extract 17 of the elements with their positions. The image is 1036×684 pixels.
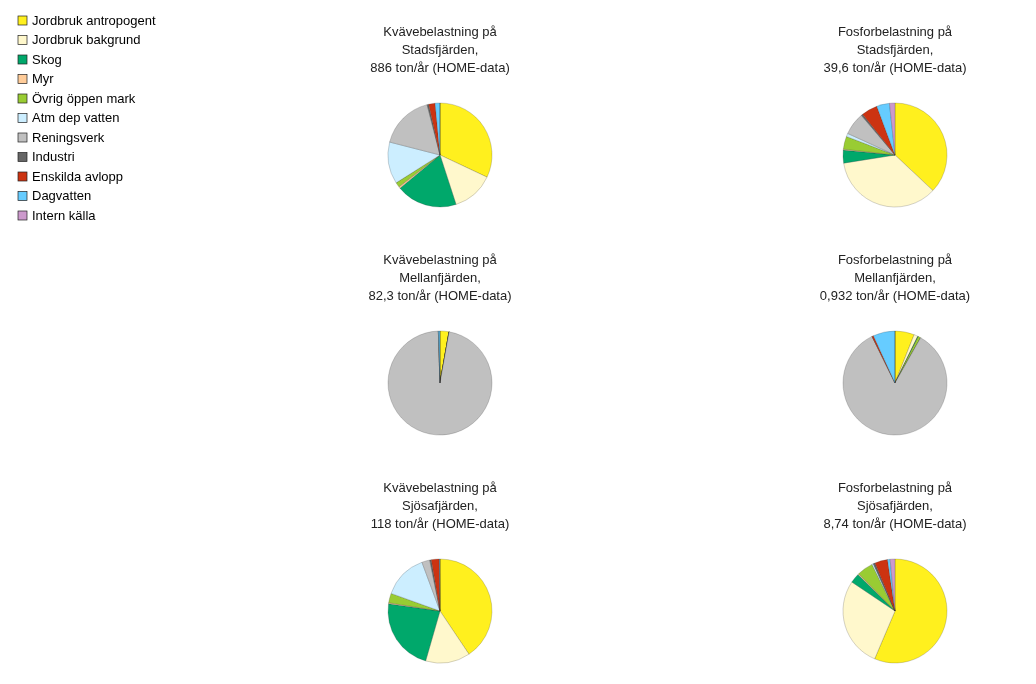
chart-title: Fosforbelastning på Stadsfjärden, 39,6 ton/år (HOME-data): [823, 24, 967, 75]
legend-label: Jordbruk antropogent: [32, 12, 156, 28]
legend-label: Myr: [32, 71, 55, 86]
chart-title: Kvävebelastning på Mellanfjärden, 82,3 ton/år (HOME-data): [368, 252, 512, 303]
legend-label: Atm dep vatten: [32, 110, 120, 125]
legend-label: Skog: [32, 51, 62, 67]
legend-label: Jordbruk bakgrund: [32, 32, 141, 47]
text: Kvävebelastning på Stadsfjärden, 886 ton/år (HOME-data): [370, 24, 510, 75]
chart-title: Kvävebelastning på Sjösafjärden, 118 ton/år (HOME-data): [370, 480, 510, 531]
legend-label: Reningsverk: [32, 129, 105, 145]
legend-label: Övrig öppen mark: [32, 90, 136, 106]
chart-title: Fosforbelastning på Sjösafjärden, 8,74 ton/år (HOME-data): [823, 480, 967, 531]
legend-label: Industri: [32, 149, 75, 164]
legend-label: Dagvatten: [32, 188, 92, 203]
legend-label: Intern källa: [32, 207, 97, 223]
chart-title: Fosforbelastning på Mellanfjärden, 0,932 ton/år (HOME-data): [819, 252, 971, 303]
legend-label: Enskilda avlopp: [32, 168, 124, 184]
